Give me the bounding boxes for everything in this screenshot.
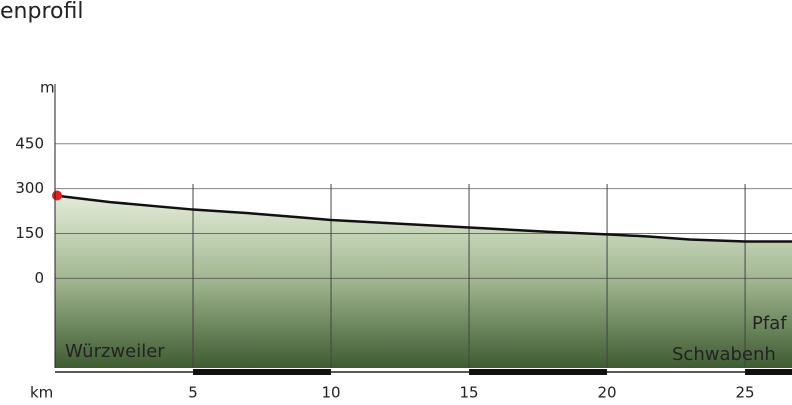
y-tick-label: 0 xyxy=(34,269,44,287)
scale-bar xyxy=(469,369,608,375)
start-point xyxy=(52,190,62,201)
elevation-line xyxy=(54,194,792,243)
x-tick-label: 5 xyxy=(188,384,198,402)
area-fill xyxy=(55,195,792,368)
y-axis-label: m xyxy=(40,79,55,97)
place-label: Schwabenh xyxy=(672,344,776,365)
scale-bar xyxy=(193,369,332,375)
place-label: Pfaf xyxy=(752,313,787,334)
place-label: Würzweiler xyxy=(65,341,165,362)
x-tick-label: 20 xyxy=(598,384,617,402)
y-tick-label: 150 xyxy=(15,224,44,242)
y-tick-label: 300 xyxy=(15,179,44,197)
x-tick-label: 15 xyxy=(459,384,478,402)
scale-bar xyxy=(745,369,792,375)
y-tick-label: 450 xyxy=(15,134,44,152)
x-tick-label: 10 xyxy=(321,384,340,402)
chart-title: enprofil xyxy=(0,0,83,24)
x-tick-label: 25 xyxy=(736,384,755,402)
x-axis-label: km xyxy=(30,384,53,402)
